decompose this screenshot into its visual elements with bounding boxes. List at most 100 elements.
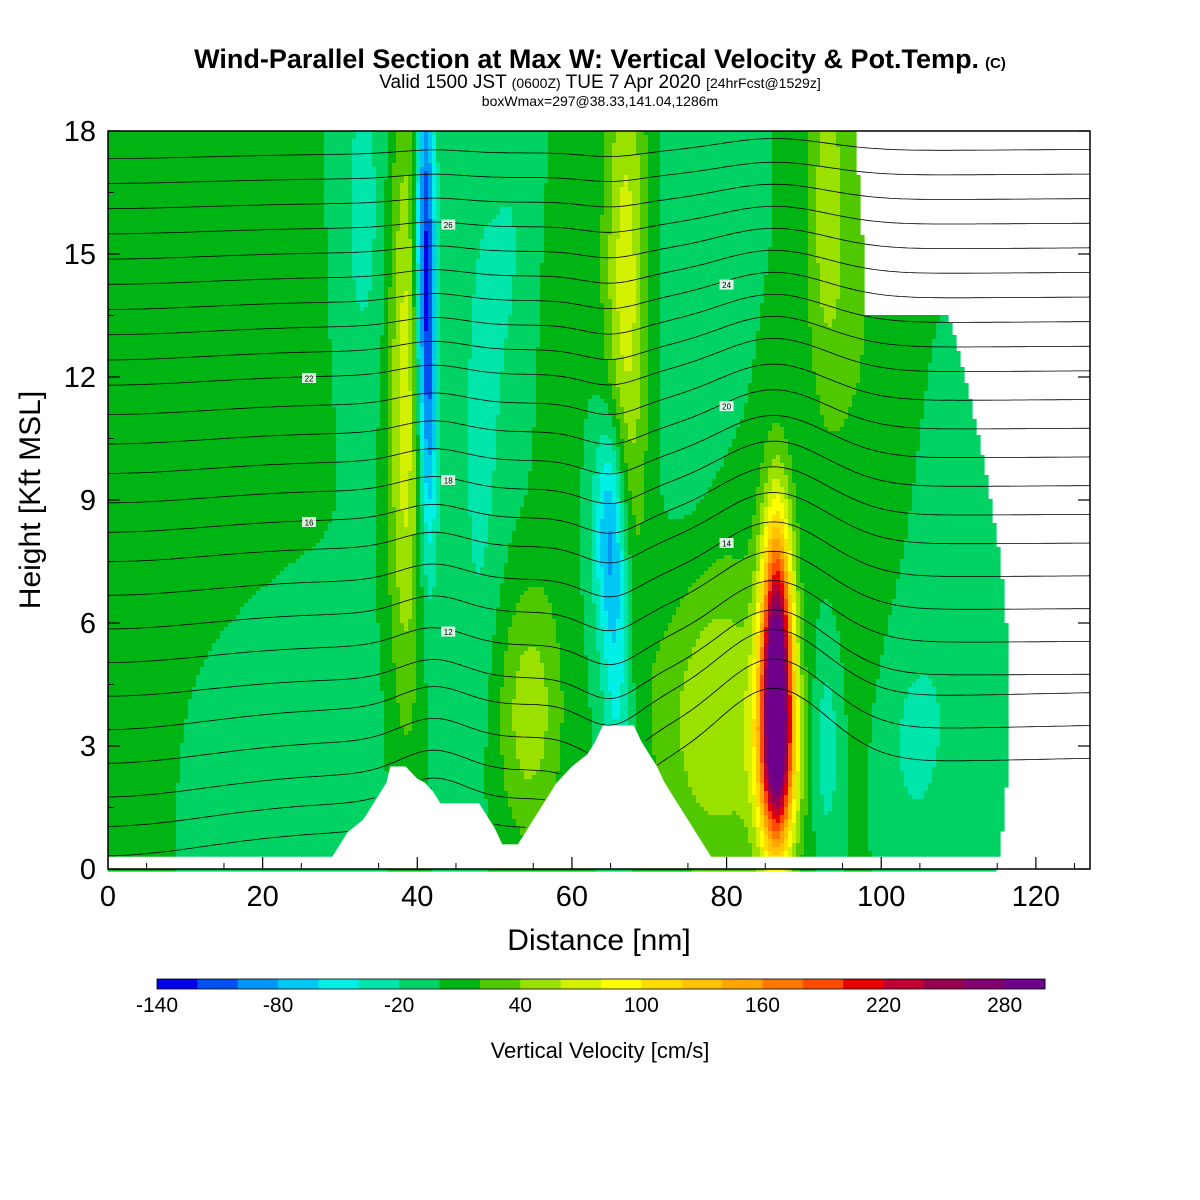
velocity-cell (392, 219, 401, 224)
velocity-cell (384, 263, 393, 268)
velocity-cell (836, 315, 865, 320)
velocity-cell (692, 647, 753, 652)
velocity-cell (624, 675, 629, 680)
velocity-cell (440, 347, 473, 352)
velocity-cell (660, 215, 773, 220)
velocity-cell (336, 499, 377, 504)
velocity-cell (612, 571, 621, 576)
velocity-cell (376, 507, 389, 512)
velocity-cell (764, 747, 769, 752)
velocity-cell (800, 711, 805, 716)
velocity-cell (332, 367, 381, 372)
velocity-cell (660, 343, 757, 348)
velocity-cell (840, 155, 857, 160)
velocity-cell (636, 687, 653, 692)
velocity-cell (328, 291, 357, 296)
velocity-cell (584, 635, 597, 640)
velocity-cell (328, 299, 357, 304)
velocity-cell (896, 591, 1005, 596)
velocity-cell (584, 423, 613, 428)
velocity-cell (848, 407, 925, 412)
velocity-cell (436, 219, 441, 224)
velocity-cell (684, 671, 749, 676)
velocity-cell (500, 211, 513, 216)
velocity-cell (684, 679, 749, 684)
velocity-cell (788, 711, 793, 716)
velocity-cell (616, 367, 625, 372)
velocity-cell (420, 251, 425, 256)
velocity-cell (416, 439, 421, 444)
velocity-cell (324, 167, 353, 172)
velocity-cell (760, 635, 765, 640)
velocity-cell (764, 287, 809, 292)
velocity-cell (752, 591, 757, 596)
velocity-cell (756, 615, 761, 620)
velocity-cell (916, 459, 985, 464)
velocity-cell (784, 523, 789, 528)
velocity-cell (764, 283, 809, 288)
velocity-cell (616, 371, 641, 376)
velocity-cell (744, 731, 753, 736)
velocity-cell (564, 719, 593, 724)
velocity-cell (796, 727, 801, 732)
velocity-cell (900, 751, 937, 756)
velocity-cell (432, 219, 437, 224)
velocity-cell (612, 159, 641, 164)
velocity-cell (412, 715, 429, 720)
velocity-cell (416, 443, 421, 448)
velocity-cell (752, 515, 761, 520)
velocity-cell (388, 531, 397, 536)
velocity-cell (472, 327, 509, 332)
velocity-cell (836, 139, 857, 144)
velocity-cell (440, 319, 473, 324)
velocity-cell (324, 151, 353, 156)
velocity-cell (108, 367, 333, 372)
velocity-cell (108, 551, 305, 556)
velocity-cell (392, 239, 397, 244)
velocity-cell (804, 639, 817, 644)
velocity-cell (108, 339, 333, 344)
velocity-cell (384, 319, 389, 324)
velocity-cell (764, 707, 769, 712)
velocity-cell (468, 439, 497, 444)
velocity-cell (592, 543, 597, 548)
velocity-cell (580, 487, 593, 492)
velocity-cell (812, 723, 821, 728)
velocity-cell (512, 699, 549, 704)
velocity-cell (792, 575, 797, 580)
velocity-cell (380, 683, 397, 688)
velocity-cell (784, 707, 789, 712)
velocity-cell (440, 171, 549, 176)
velocity-cell (584, 643, 597, 648)
velocity-cell (924, 403, 973, 408)
velocity-cell (636, 419, 649, 424)
velocity-cell (408, 491, 417, 496)
velocity-cell (108, 495, 337, 500)
velocity-cell (768, 743, 785, 748)
velocity-cell (624, 659, 629, 664)
velocity-cell (804, 651, 817, 656)
velocity-cell (512, 223, 545, 228)
velocity-cell (600, 439, 613, 444)
velocity-cell (760, 699, 765, 704)
velocity-cell (416, 323, 421, 328)
velocity-cell (468, 507, 493, 512)
velocity-cell (408, 223, 413, 228)
velocity-cell (392, 391, 401, 396)
velocity-cell (388, 527, 397, 532)
velocity-cell (756, 579, 761, 584)
velocity-cell (636, 739, 653, 744)
velocity-cell (108, 455, 337, 460)
velocity-cell (792, 747, 797, 752)
velocity-cell (640, 415, 649, 420)
velocity-cell (612, 555, 621, 560)
velocity-cell (412, 223, 417, 228)
velocity-cell (544, 587, 581, 592)
velocity-cell (840, 267, 865, 272)
velocity-cell (332, 395, 381, 400)
velocity-cell (628, 643, 633, 648)
velocity-cell (772, 179, 809, 184)
velocity-cell (424, 179, 429, 184)
velocity-cell (644, 495, 665, 500)
velocity-cell (908, 511, 993, 516)
